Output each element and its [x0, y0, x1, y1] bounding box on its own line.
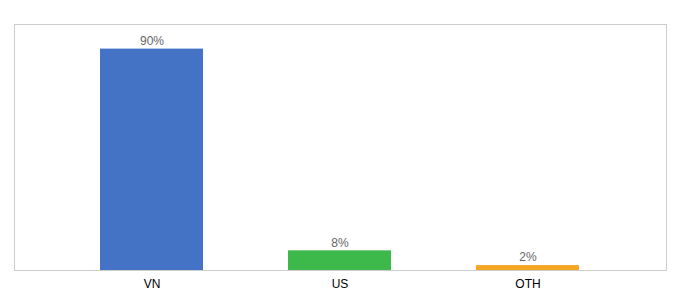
svg-text:OTH: OTH	[515, 277, 540, 291]
svg-text:US: US	[332, 277, 349, 291]
svg-text:8%: 8%	[331, 236, 349, 250]
svg-text:VN: VN	[144, 277, 161, 291]
svg-text:2%: 2%	[519, 250, 537, 264]
svg-text:90%: 90%	[140, 34, 164, 48]
